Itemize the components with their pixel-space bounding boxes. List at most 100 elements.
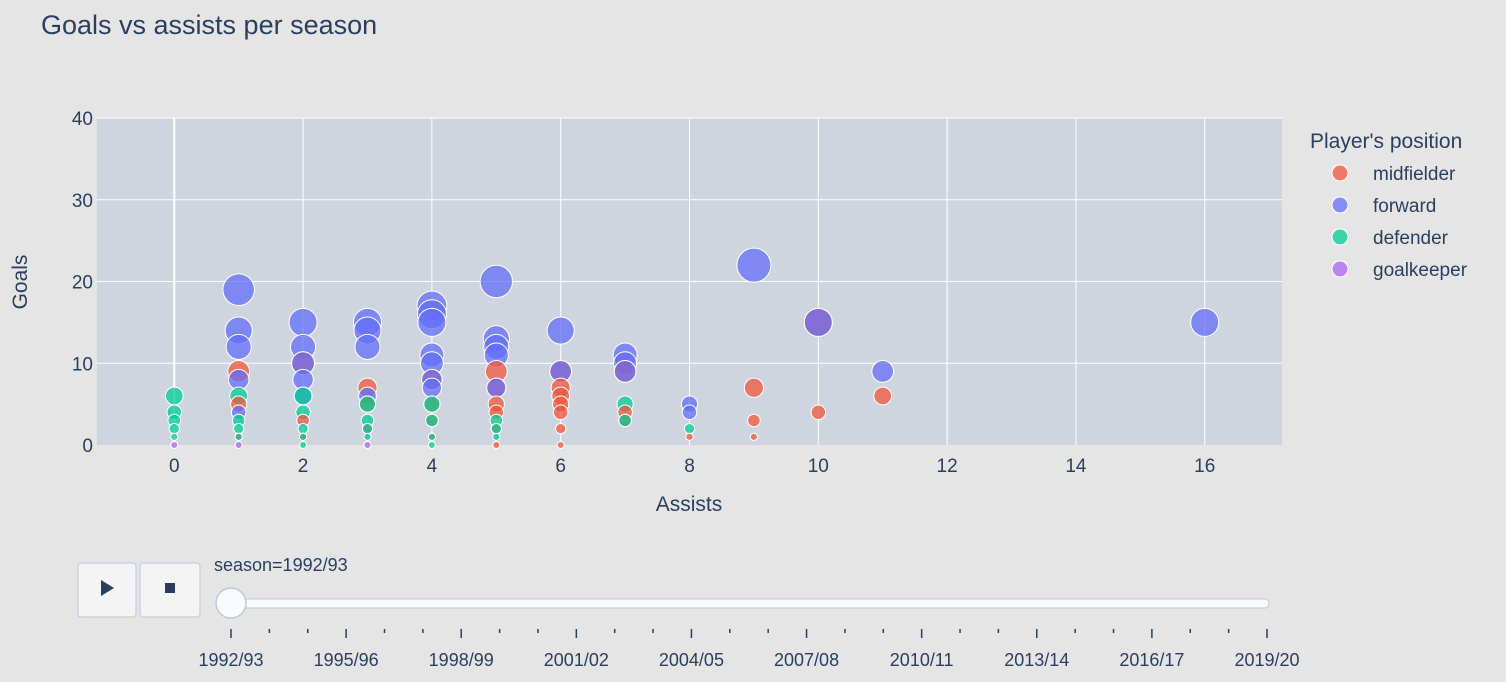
legend-title: Player's position <box>1310 130 1462 153</box>
point-forward[interactable] <box>546 316 575 345</box>
point-goalkeeper[interactable] <box>363 441 372 449</box>
point-defender[interactable] <box>490 423 502 435</box>
legend-item-goalkeeper[interactable]: goalkeeper <box>1331 260 1468 281</box>
point-forward[interactable] <box>736 247 772 283</box>
slider-ticks <box>230 629 1268 638</box>
x-tick-label: 6 <box>555 456 566 477</box>
stop-icon <box>165 583 175 593</box>
y-tick-label: 30 <box>72 191 93 212</box>
point-midfielder[interactable] <box>810 404 827 421</box>
point-defender[interactable] <box>164 386 184 406</box>
legend-marker <box>1331 164 1349 182</box>
point-midfielder[interactable] <box>685 432 694 441</box>
stop-button[interactable] <box>139 562 201 618</box>
point-midfielder[interactable] <box>556 441 565 449</box>
point-defender[interactable] <box>683 423 696 435</box>
point-forward[interactable] <box>417 307 447 337</box>
slider-step-label[interactable]: 2013/14 <box>1004 650 1069 670</box>
slider-step-label[interactable]: 2001/02 <box>544 650 609 670</box>
legend-label: forward <box>1373 196 1436 217</box>
point-defender[interactable] <box>363 432 372 441</box>
point-goalkeeper[interactable] <box>170 441 179 449</box>
point-midfielder[interactable] <box>492 441 501 449</box>
x-axis-title: Assists <box>656 493 723 516</box>
legend-item-midfielder[interactable]: midfielder <box>1331 164 1456 185</box>
slider-rail[interactable] <box>221 598 1270 609</box>
point-forward[interactable] <box>354 333 381 360</box>
slider-step-label[interactable]: 2016/17 <box>1119 650 1184 670</box>
point-forward[interactable] <box>288 307 318 337</box>
point-defender[interactable] <box>297 423 309 435</box>
slider-step-label[interactable]: 2010/11 <box>890 650 954 670</box>
legend-item-forward[interactable]: forward <box>1331 196 1436 217</box>
slider-step-label[interactable]: 1998/99 <box>429 650 494 670</box>
legend-label: defender <box>1373 228 1449 249</box>
x-tick-label: 8 <box>684 456 695 477</box>
slider-handle[interactable] <box>215 587 247 619</box>
point-defender[interactable] <box>299 441 308 449</box>
play-button[interactable] <box>77 562 137 618</box>
point-forward[interactable] <box>486 377 507 398</box>
point-defender[interactable] <box>425 413 439 428</box>
point-forward[interactable] <box>225 333 252 360</box>
point-midfielder[interactable] <box>743 377 764 398</box>
point-forward[interactable] <box>1190 307 1220 337</box>
point-forward[interactable] <box>681 404 698 421</box>
point-forward[interactable] <box>222 273 255 306</box>
y-tick-label: 10 <box>72 354 93 375</box>
point-defender[interactable] <box>427 441 436 449</box>
point-forward[interactable] <box>613 360 637 383</box>
slider-step-label[interactable]: 2007/08 <box>774 650 839 670</box>
x-tick-label: 14 <box>1065 456 1087 477</box>
y-tick-label: 40 <box>72 109 93 130</box>
point-defender[interactable] <box>233 423 245 435</box>
y-axis-title: Goals <box>9 255 32 310</box>
slider-step-label[interactable]: 2019/20 <box>1234 650 1299 670</box>
legend-marker <box>1331 196 1349 214</box>
point-forward[interactable] <box>479 264 514 299</box>
point-defender[interactable] <box>618 413 632 428</box>
point-forward[interactable] <box>871 360 895 383</box>
x-tick-label: 0 <box>169 456 180 477</box>
point-goalkeeper[interactable] <box>234 441 243 449</box>
point-defender[interactable] <box>427 432 437 441</box>
point-defender[interactable] <box>361 423 374 435</box>
legend-label: midfielder <box>1373 164 1456 185</box>
x-tick-label: 4 <box>427 456 438 477</box>
y-tick-label: 20 <box>72 273 93 294</box>
y-tick-label: 0 <box>82 436 93 457</box>
point-defender[interactable] <box>423 395 441 413</box>
y-axis-ticks: 0 10 20 30 40 <box>72 109 93 457</box>
legend-item-defender[interactable]: defender <box>1331 228 1449 249</box>
point-midfielder[interactable] <box>555 423 567 435</box>
point-defender[interactable] <box>168 423 180 435</box>
legend-marker <box>1331 260 1349 278</box>
point-defender[interactable] <box>293 386 313 406</box>
play-icon <box>101 580 114 596</box>
point-midfielder[interactable] <box>552 404 569 421</box>
point-defender[interactable] <box>298 432 308 441</box>
point-defender[interactable] <box>492 432 501 441</box>
x-tick-label: 12 <box>937 456 958 477</box>
point-defender[interactable] <box>170 432 179 441</box>
point-midfielder[interactable] <box>873 386 893 406</box>
point-midfielder[interactable] <box>747 413 761 428</box>
slider-current-label: season=1992/93 <box>214 555 348 575</box>
point-forward[interactable] <box>421 377 442 398</box>
slider-step-labels: 1992/93 1995/96 1998/99 2001/02 2004/05 2007/… <box>198 650 1299 670</box>
point-defender[interactable] <box>358 395 377 413</box>
slider-step-label[interactable]: 1995/96 <box>314 650 379 670</box>
legend-marker <box>1331 228 1349 246</box>
slider-step-label[interactable]: 2004/05 <box>659 650 724 670</box>
legend: Player's position midfielder forward defen… <box>1310 130 1468 281</box>
x-axis-ticks: 0 2 4 6 8 10 12 14 16 <box>169 456 1215 477</box>
point-midfielder[interactable] <box>749 432 759 441</box>
data-points[interactable] <box>164 247 1220 449</box>
x-tick-label: 10 <box>808 456 829 477</box>
point-forward[interactable] <box>803 307 833 337</box>
point-defender[interactable] <box>234 432 243 441</box>
grid-lines <box>97 117 1282 445</box>
slider-step-label[interactable]: 1992/93 <box>198 650 263 670</box>
chart-title: Goals vs assists per season <box>41 10 377 40</box>
